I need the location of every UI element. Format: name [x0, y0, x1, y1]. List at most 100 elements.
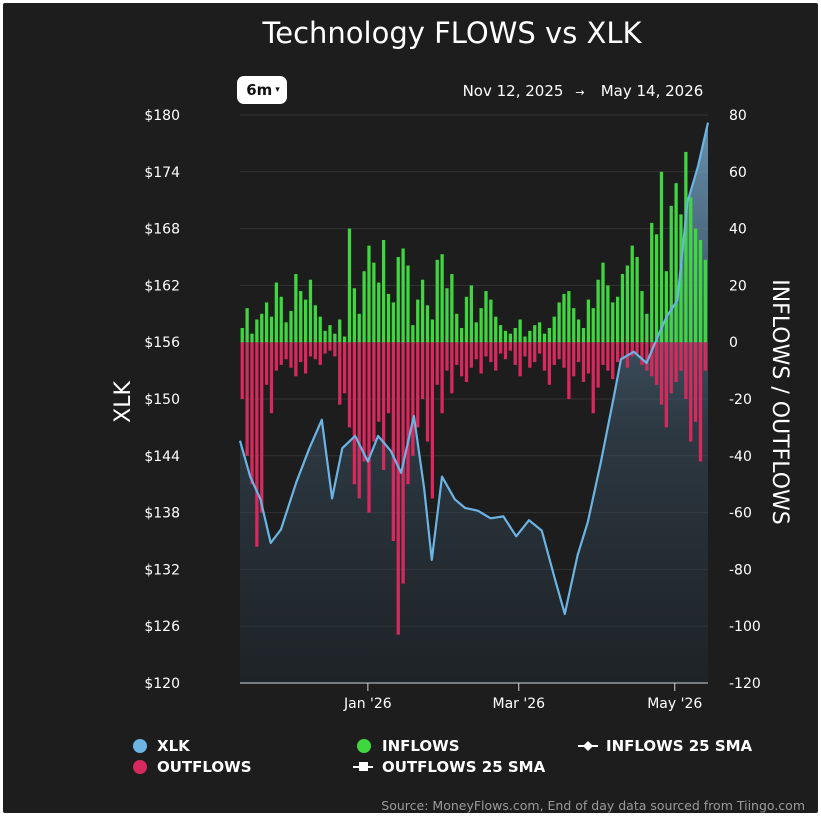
inflow-bar [537, 322, 542, 343]
inflow-bar [674, 183, 678, 343]
inflow-bar [440, 254, 444, 343]
inflow-bar [323, 330, 327, 343]
outflow-bar [459, 342, 464, 377]
legend-item-xlk[interactable]: XLK [133, 737, 191, 755]
legend-item-outflows[interactable]: OUTFLOWS [133, 758, 252, 776]
xlk-area [240, 122, 708, 684]
date-range-end[interactable]: May 14, 2026 [601, 82, 704, 100]
outflow-bar [489, 342, 493, 363]
inflow-bar [654, 234, 659, 343]
inflow-bar [284, 322, 288, 343]
outflow-bar [693, 342, 698, 422]
date-range-arrow-icon: → [575, 86, 584, 99]
outflow-bar [591, 342, 595, 414]
inflow-bar [294, 274, 298, 343]
right-tick-label: 80 [729, 108, 747, 124]
outflow-bar [274, 342, 278, 371]
diamond-icon [583, 741, 593, 751]
left-tick-label: $162 [144, 278, 180, 294]
outflow-bar [264, 342, 269, 385]
inflow-bar [469, 285, 473, 343]
inflow-bar [318, 316, 322, 343]
right-tick-label: -100 [729, 619, 761, 635]
outflow-bar [308, 342, 313, 357]
left-axis-label: XLK [111, 381, 136, 423]
outflow-bar [503, 342, 508, 360]
inflow-bar [299, 291, 303, 343]
outflow-bar [440, 342, 444, 414]
outflow-bar [260, 342, 264, 513]
inflow-bar [557, 302, 561, 343]
outflow-bar [576, 342, 581, 363]
outflow-bar [396, 342, 400, 635]
inflow-bar [269, 316, 274, 343]
outflow-bar [557, 342, 561, 360]
range-selector-value: 6m [246, 81, 273, 99]
legend-item-inflows-sma[interactable]: INFLOWS 25 SMA [578, 737, 753, 755]
outflow-bar [498, 342, 503, 354]
legend-label-xlk: XLK [157, 737, 191, 755]
outflow-bar [250, 342, 254, 485]
inflow-bar [498, 325, 503, 343]
inflow-bar [650, 222, 654, 343]
outflow-bar [537, 342, 542, 354]
legend-item-inflows[interactable]: INFLOWS [357, 737, 460, 755]
inflow-bar [567, 291, 571, 343]
inflow-bar [547, 328, 551, 343]
outflow-bar [494, 342, 498, 371]
outflow-bar [318, 342, 322, 365]
inflow-bar [474, 322, 478, 343]
inflow-bar [669, 205, 673, 343]
outflow-bar [279, 342, 283, 365]
outflow-bar [528, 342, 532, 368]
left-tick-label: $120 [144, 676, 180, 692]
outflow-bar [552, 342, 556, 365]
inflow-bar [533, 325, 537, 343]
outflow-bar [464, 342, 469, 382]
inflow-bar [606, 285, 610, 343]
chevron-down-icon: ▾ [275, 85, 280, 95]
square-icon [359, 762, 368, 771]
inflow-bar [494, 316, 498, 343]
outflow-bar [669, 342, 673, 394]
outflow-bar [406, 342, 410, 485]
date-range-start[interactable]: Nov 12, 2025 [463, 82, 564, 100]
outflow-bar [518, 342, 522, 377]
inflow-bar [313, 305, 317, 343]
outflow-bar [430, 342, 434, 499]
range-selector-button[interactable]: 6m ▾ [237, 76, 287, 104]
inflow-bar [430, 319, 434, 343]
outflow-bar [303, 342, 308, 374]
inflow-bar [503, 330, 508, 343]
right-tick-label: 0 [729, 335, 738, 351]
outflow-bar [420, 342, 425, 399]
inflow-bar [620, 274, 625, 343]
left-tick-label: $132 [144, 562, 180, 578]
x-tick-label: Mar '26 [492, 696, 545, 712]
right-tick-label: -60 [729, 506, 752, 522]
x-tick-label: May '26 [647, 696, 702, 712]
outflow-bar [377, 342, 381, 422]
outflow-bar [523, 342, 527, 357]
inflow-bar [289, 310, 293, 343]
outflow-bar [294, 342, 298, 377]
inflow-bar [562, 293, 566, 343]
outflow-bar [372, 342, 376, 442]
inflow-bar [347, 228, 352, 343]
inflow-bar [518, 319, 522, 343]
outflow-bar [596, 342, 600, 388]
inflow-bar [464, 296, 469, 343]
outflow-bar [640, 342, 644, 365]
outflow-bar [352, 342, 356, 485]
legend-item-outflows-sma[interactable]: OUTFLOWS 25 SMA [353, 758, 546, 776]
outflow-bar [299, 342, 303, 363]
inflow-bar [635, 257, 639, 343]
outflow-bar [313, 342, 317, 360]
outflow-bar [513, 342, 517, 365]
inflow-bar [338, 319, 342, 343]
outflow-bar [416, 342, 420, 428]
chart-title: Technology FLOWS vs XLK [261, 16, 642, 50]
outflow-bar [362, 342, 366, 462]
outflow-bar [391, 342, 395, 541]
xlk-line [238, 122, 710, 615]
